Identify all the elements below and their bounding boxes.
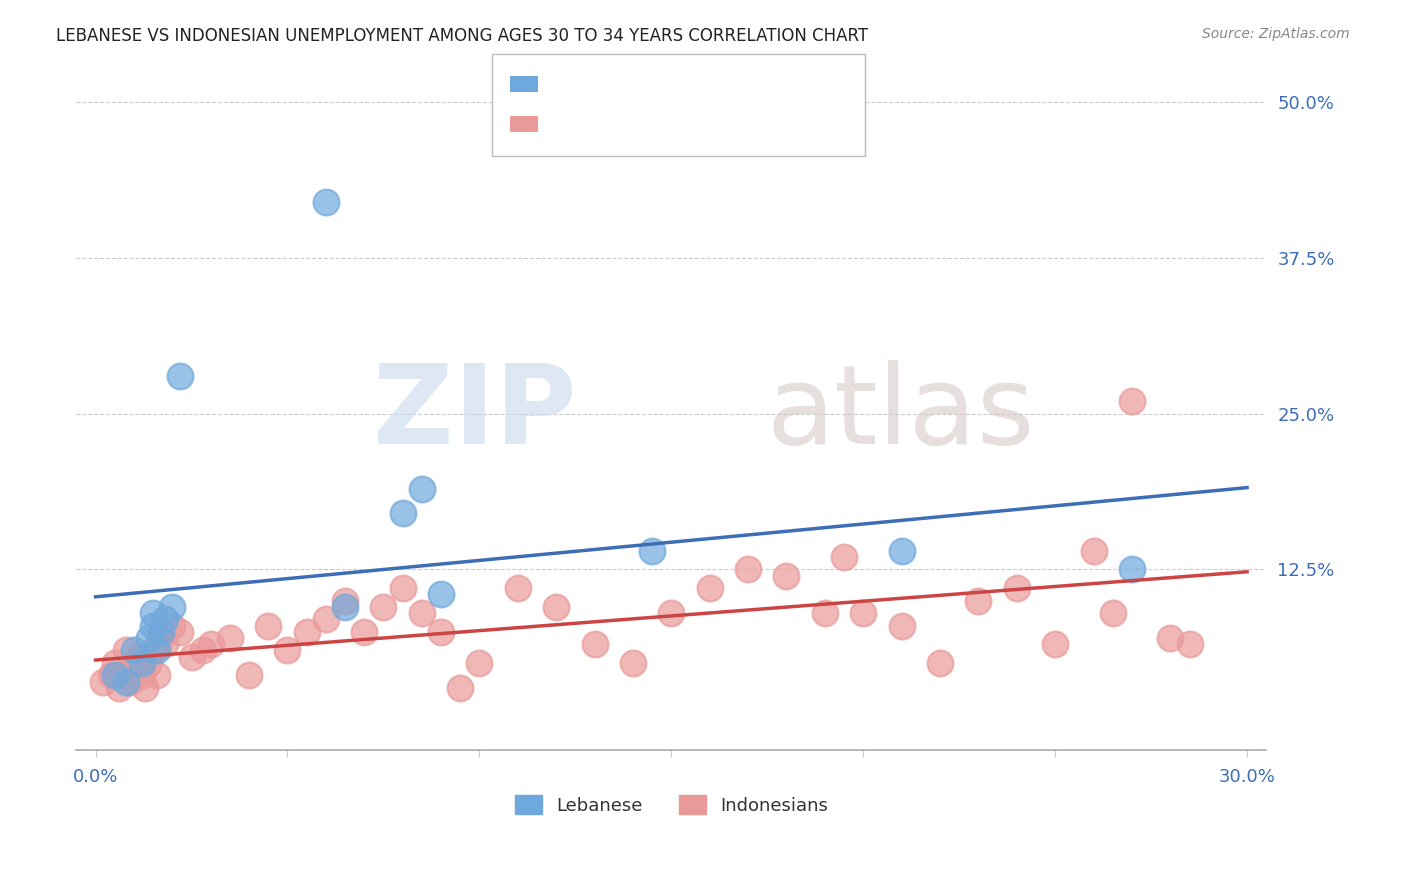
Point [138,656,160,670]
Point [391,507,413,521]
Text: R =: R = [546,74,585,92]
Point [122,662,145,676]
Point [153,612,176,626]
Point [134,681,156,695]
Point [142,618,165,632]
Point [131,656,153,670]
Point [169,369,191,384]
Point [142,606,165,620]
Text: 56: 56 [721,114,747,132]
Point [1043,637,1066,651]
Point [1005,581,1028,595]
Point [373,599,395,614]
Point [814,606,837,620]
Text: ZIP: ZIP [373,360,576,467]
Point [1159,631,1181,645]
Point [191,643,214,657]
Legend: Lebanese, Indonesians: Lebanese, Indonesians [508,788,835,822]
Point [659,606,682,620]
Point [111,668,134,682]
Point [295,624,318,639]
Point [104,656,127,670]
Point [315,194,337,209]
Point [142,643,165,657]
Point [104,668,127,682]
Point [153,637,176,651]
Point [127,649,149,664]
Point [120,674,142,689]
Point [162,599,184,614]
Point [257,618,280,632]
Point [430,624,453,639]
Point [641,543,664,558]
Point [200,637,222,651]
Point [546,599,568,614]
Text: Source: ZipAtlas.com: Source: ZipAtlas.com [1202,27,1350,41]
Point [737,562,759,576]
Point [122,643,145,657]
Point [699,581,721,595]
Point [149,631,172,645]
Point [146,643,169,657]
Point [353,624,375,639]
Point [162,618,184,632]
Point [967,593,990,607]
Point [832,549,855,564]
Point [131,668,153,682]
Point [775,568,797,582]
Point [91,674,114,689]
Point [1083,543,1105,558]
Point [1178,637,1201,651]
Point [890,618,912,632]
Point [115,643,138,657]
Point [430,587,453,601]
Point [276,643,298,657]
Point [138,631,160,645]
Point [333,599,356,614]
Text: R =: R = [546,114,591,132]
Point [107,681,129,695]
Point [411,606,433,620]
Point [391,581,413,595]
Point [583,637,606,651]
Point [449,681,471,695]
Point [506,581,529,595]
Text: 0.554: 0.554 [595,114,651,132]
Point [929,656,952,670]
Point [219,631,242,645]
Text: -0.051: -0.051 [595,74,659,92]
Point [149,624,172,639]
Point [169,624,191,639]
Point [890,543,912,558]
Point [1121,562,1143,576]
Point [1121,394,1143,409]
Point [146,668,169,682]
Point [333,593,356,607]
Text: 20: 20 [721,74,747,92]
Text: N =: N = [675,74,714,92]
Point [852,606,875,620]
Point [1101,606,1123,620]
Point [411,482,433,496]
Point [315,612,337,626]
Point [180,649,202,664]
Text: LEBANESE VS INDONESIAN UNEMPLOYMENT AMONG AGES 30 TO 34 YEARS CORRELATION CHART: LEBANESE VS INDONESIAN UNEMPLOYMENT AMON… [56,27,869,45]
Point [468,656,491,670]
Point [100,668,122,682]
Point [238,668,260,682]
Point [621,656,644,670]
Text: atlas: atlas [766,360,1035,467]
Text: N =: N = [675,114,714,132]
Point [115,674,138,689]
